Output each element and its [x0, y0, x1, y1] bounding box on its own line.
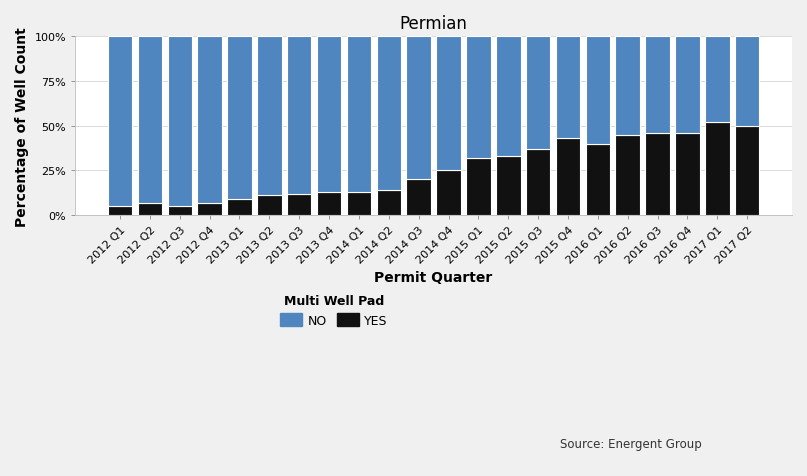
Bar [526, 149, 550, 216]
Bar [466, 37, 491, 159]
Bar [556, 139, 580, 216]
Bar [705, 37, 730, 123]
Bar [646, 37, 670, 134]
Bar [228, 37, 252, 199]
Text: Source: Energent Group: Source: Energent Group [560, 437, 702, 450]
Bar [257, 196, 282, 216]
Bar [496, 157, 521, 216]
Bar [586, 37, 610, 144]
Bar [287, 37, 312, 194]
Bar [437, 171, 461, 216]
Bar [257, 37, 282, 196]
Legend: NO, YES: NO, YES [275, 289, 393, 332]
Bar [586, 144, 610, 216]
Bar [526, 37, 550, 149]
Bar [287, 194, 312, 216]
X-axis label: Permit Quarter: Permit Quarter [374, 271, 493, 285]
Bar [407, 180, 431, 216]
Bar [317, 192, 341, 216]
Bar [317, 37, 341, 192]
Bar [138, 203, 162, 216]
Bar [198, 203, 222, 216]
Bar [735, 127, 759, 216]
Bar [646, 134, 670, 216]
Bar [496, 37, 521, 157]
Bar [168, 207, 192, 216]
Bar [616, 135, 640, 216]
Bar [556, 37, 580, 139]
Bar [735, 37, 759, 127]
Bar [228, 199, 252, 216]
Bar [675, 134, 700, 216]
Bar [108, 207, 132, 216]
Bar [347, 192, 371, 216]
Y-axis label: Percentage of Well Count: Percentage of Well Count [15, 27, 29, 226]
Bar [377, 191, 401, 216]
Bar [138, 37, 162, 203]
Bar [108, 37, 132, 207]
Bar [198, 37, 222, 203]
Bar [347, 37, 371, 192]
Bar [407, 37, 431, 180]
Bar [466, 159, 491, 216]
Bar [377, 37, 401, 191]
Bar [705, 123, 730, 216]
Bar [437, 37, 461, 171]
Title: Permian: Permian [399, 15, 467, 33]
Bar [168, 37, 192, 207]
Bar [616, 37, 640, 135]
Bar [675, 37, 700, 134]
